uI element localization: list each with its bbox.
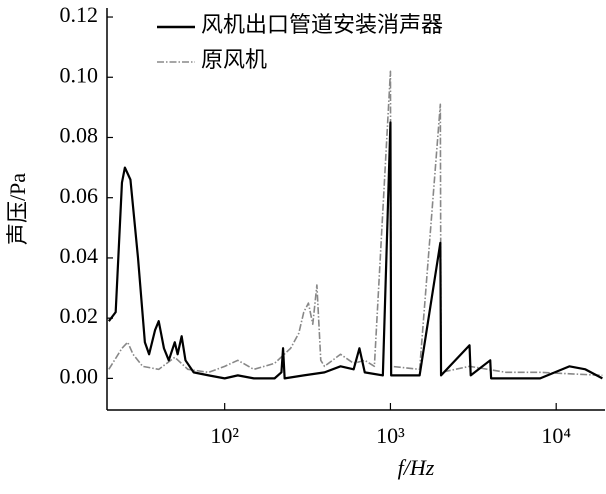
y-tick-label: 0.00 (60, 363, 99, 388)
y-tick-label: 0.06 (60, 183, 99, 208)
legend-label: 风机出口管道安装消声器 (201, 12, 443, 37)
series-line (108, 70, 603, 377)
legend-label: 原风机 (201, 47, 267, 72)
y-tick-label: 0.02 (60, 303, 99, 328)
y-axis-label: 声压/Pa (5, 173, 30, 245)
y-tick-label: 0.12 (60, 2, 99, 27)
series-line (107, 121, 603, 380)
y-tick-label: 0.10 (60, 62, 99, 87)
x-tick-label: 10³ (376, 423, 405, 448)
y-tick-label: 0.04 (60, 243, 99, 268)
x-tick-label: 10² (210, 423, 239, 448)
x-axis-label: f/Hz (398, 455, 435, 480)
y-tick-label: 0.08 (60, 123, 99, 148)
x-tick-label: 10⁴ (541, 423, 571, 448)
